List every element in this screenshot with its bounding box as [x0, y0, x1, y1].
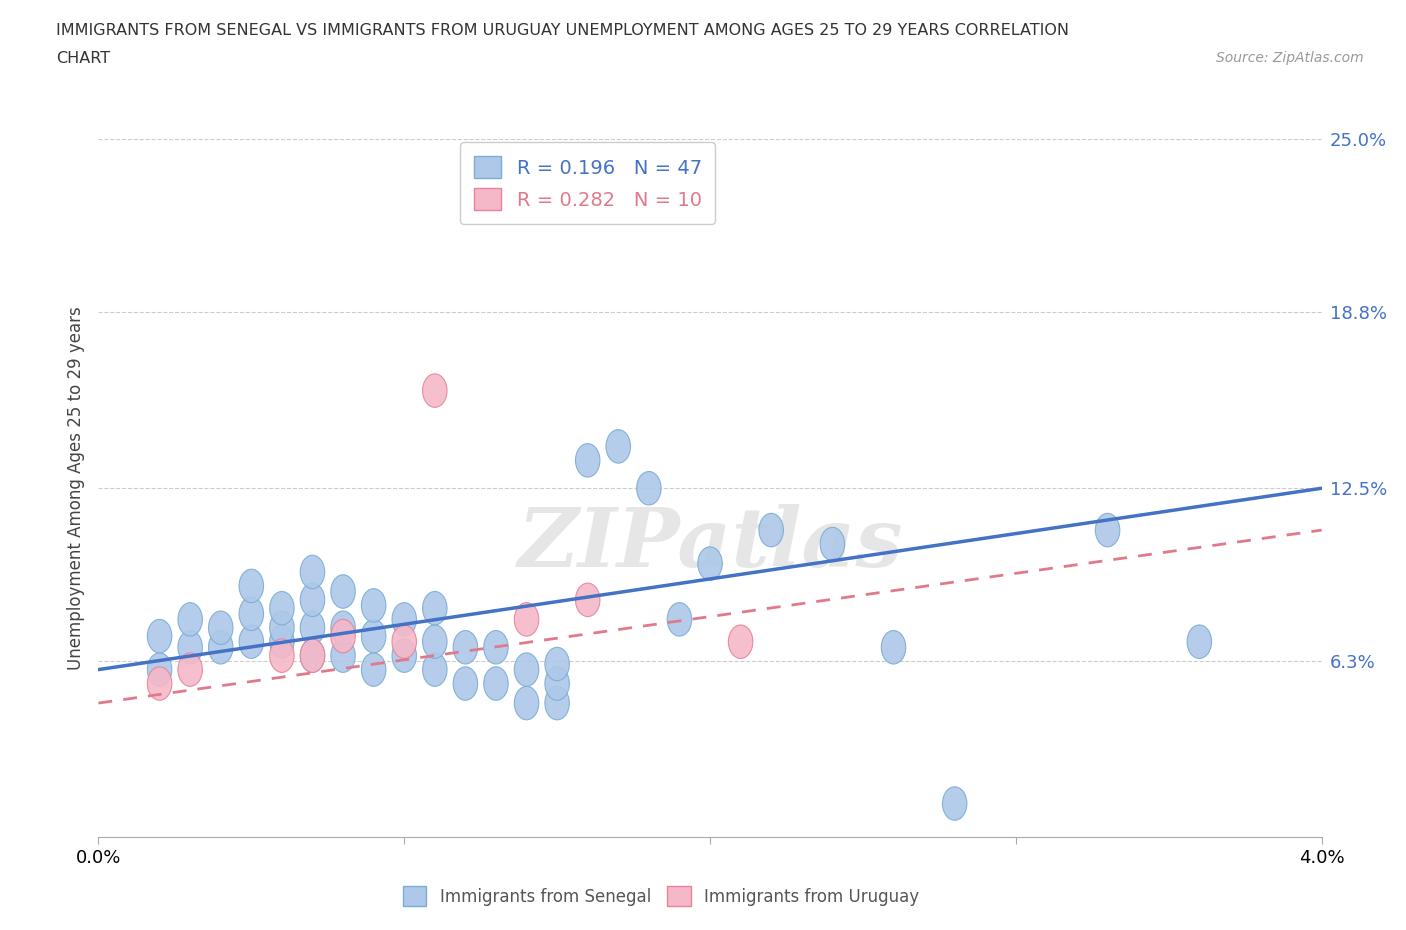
Ellipse shape [546, 647, 569, 681]
Ellipse shape [361, 589, 385, 622]
Ellipse shape [239, 569, 263, 603]
Ellipse shape [148, 667, 172, 700]
Ellipse shape [270, 625, 294, 658]
Ellipse shape [637, 472, 661, 505]
Ellipse shape [330, 639, 356, 672]
Ellipse shape [668, 603, 692, 636]
Ellipse shape [575, 583, 600, 617]
Ellipse shape [179, 653, 202, 686]
Ellipse shape [484, 667, 508, 700]
Ellipse shape [301, 583, 325, 617]
Ellipse shape [728, 625, 752, 658]
Ellipse shape [392, 639, 416, 672]
Ellipse shape [942, 787, 967, 820]
Ellipse shape [301, 555, 325, 589]
Text: IMMIGRANTS FROM SENEGAL VS IMMIGRANTS FROM URUGUAY UNEMPLOYMENT AMONG AGES 25 TO: IMMIGRANTS FROM SENEGAL VS IMMIGRANTS FR… [56, 23, 1069, 38]
Ellipse shape [179, 603, 202, 636]
Ellipse shape [179, 631, 202, 664]
Ellipse shape [330, 619, 356, 653]
Y-axis label: Unemployment Among Ages 25 to 29 years: Unemployment Among Ages 25 to 29 years [66, 306, 84, 671]
Ellipse shape [1095, 513, 1119, 547]
Text: ZIPatlas: ZIPatlas [517, 504, 903, 584]
Ellipse shape [423, 653, 447, 686]
Ellipse shape [392, 625, 416, 658]
Ellipse shape [575, 444, 600, 477]
Ellipse shape [208, 631, 233, 664]
Ellipse shape [239, 625, 263, 658]
Ellipse shape [148, 619, 172, 653]
Ellipse shape [820, 527, 845, 561]
Ellipse shape [330, 611, 356, 644]
Ellipse shape [515, 603, 538, 636]
Ellipse shape [453, 667, 478, 700]
Ellipse shape [270, 591, 294, 625]
Ellipse shape [515, 653, 538, 686]
Ellipse shape [270, 611, 294, 644]
Ellipse shape [239, 597, 263, 631]
Ellipse shape [423, 625, 447, 658]
Ellipse shape [423, 374, 447, 407]
Ellipse shape [453, 631, 478, 664]
Ellipse shape [330, 575, 356, 608]
Ellipse shape [361, 653, 385, 686]
Ellipse shape [392, 603, 416, 636]
Ellipse shape [882, 631, 905, 664]
Ellipse shape [208, 611, 233, 644]
Ellipse shape [301, 639, 325, 672]
Ellipse shape [423, 591, 447, 625]
Ellipse shape [301, 611, 325, 644]
Ellipse shape [484, 631, 508, 664]
Ellipse shape [361, 619, 385, 653]
Ellipse shape [148, 653, 172, 686]
Text: Source: ZipAtlas.com: Source: ZipAtlas.com [1216, 51, 1364, 65]
Ellipse shape [697, 547, 723, 580]
Ellipse shape [301, 639, 325, 672]
Ellipse shape [606, 430, 630, 463]
Ellipse shape [270, 639, 294, 672]
Ellipse shape [515, 686, 538, 720]
Ellipse shape [546, 667, 569, 700]
Text: CHART: CHART [56, 51, 110, 66]
Ellipse shape [1187, 625, 1212, 658]
Ellipse shape [759, 513, 783, 547]
Legend: Immigrants from Senegal, Immigrants from Uruguay: Immigrants from Senegal, Immigrants from… [396, 880, 927, 912]
Ellipse shape [546, 686, 569, 720]
